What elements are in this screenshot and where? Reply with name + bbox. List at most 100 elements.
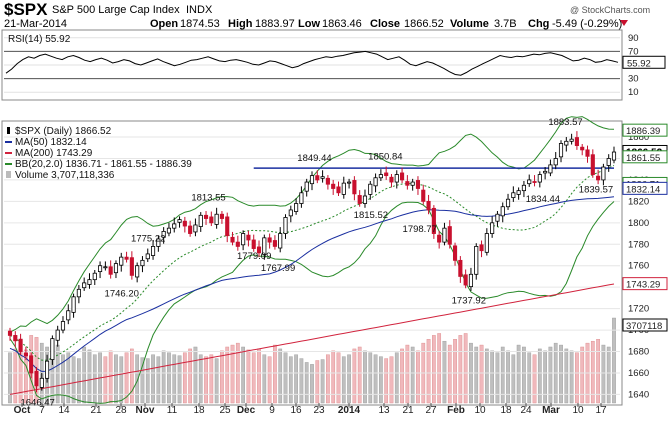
volume-bar xyxy=(431,335,436,404)
candle xyxy=(405,175,410,190)
price-annotation: 1646.47 xyxy=(20,397,54,408)
x-tick-label: 21 xyxy=(90,405,102,416)
volume-bar xyxy=(198,354,203,404)
candle xyxy=(230,231,235,246)
price-tick-label: 1680 xyxy=(628,347,649,358)
volume-bar xyxy=(331,350,336,404)
price-annotations: 1646.47 1746.20 1775.22 1813.55 1779.091767.… xyxy=(20,117,613,408)
volume-bar xyxy=(384,358,389,404)
volume-bar xyxy=(543,350,547,404)
price-annotation: 1813.55 xyxy=(191,192,225,203)
price-grid xyxy=(4,136,620,395)
candle xyxy=(431,205,436,239)
x-tick-label: 23 xyxy=(313,405,325,416)
candle xyxy=(92,270,97,286)
candle xyxy=(558,140,564,163)
volume-bar xyxy=(315,360,320,404)
candle xyxy=(389,174,394,188)
candle xyxy=(71,293,76,318)
volume-bar xyxy=(511,354,516,404)
candle xyxy=(246,230,251,247)
x-tick-label: Feb xyxy=(447,405,465,416)
volume-bar xyxy=(225,346,230,404)
volume-bar xyxy=(299,358,304,404)
low-label: Low xyxy=(298,18,320,30)
volume-bar xyxy=(241,346,245,404)
price-tag-text: 3707118 xyxy=(626,321,662,332)
candle xyxy=(347,178,352,189)
volume-bar xyxy=(230,344,235,404)
volume-value: 3.7B xyxy=(494,18,517,30)
volume-bar xyxy=(204,356,208,404)
volume-bar xyxy=(288,356,293,404)
candle xyxy=(193,218,198,237)
candle xyxy=(219,211,224,224)
candle xyxy=(452,242,458,266)
x-tick-label: 21 xyxy=(402,405,414,416)
volume-bar xyxy=(161,350,166,404)
volume-bar xyxy=(124,352,129,404)
candle xyxy=(336,181,341,197)
volume-bar xyxy=(373,354,378,404)
candle xyxy=(553,152,558,170)
candle xyxy=(203,211,209,225)
price-tag xyxy=(622,150,668,164)
price-tick-label: 1780 xyxy=(628,239,649,250)
volume-bar xyxy=(426,339,431,404)
volume-bar xyxy=(320,359,325,404)
candle xyxy=(145,248,150,262)
candle xyxy=(39,372,44,391)
volume-bar xyxy=(114,354,118,404)
volume-bar xyxy=(251,352,256,404)
time-axis: Oct 7 14 21 28 Nov 11 18 25 Dec 9 16 23 2014 13 21 27 Feb… xyxy=(14,403,607,416)
volume-bar xyxy=(500,346,505,404)
volume-bar xyxy=(495,352,500,404)
candle xyxy=(241,230,246,251)
volume-bar xyxy=(8,352,12,404)
candle xyxy=(288,205,293,223)
candle xyxy=(580,143,585,156)
candle xyxy=(505,193,511,210)
candle xyxy=(66,304,71,325)
price-tag-text: 1743.29 xyxy=(626,280,660,291)
candle xyxy=(172,217,177,233)
volume-bar xyxy=(304,362,309,404)
candle xyxy=(490,216,495,238)
volume-bar xyxy=(516,344,521,404)
candle xyxy=(299,186,304,208)
x-tick-label: 10 xyxy=(572,405,584,416)
candle xyxy=(357,190,362,207)
open-value: 1874.53 xyxy=(180,18,220,30)
candle xyxy=(150,239,156,260)
price-tag-text: 1886.39 xyxy=(626,126,660,137)
candle xyxy=(98,261,103,279)
legend-swatch xyxy=(7,127,10,134)
volume-bar xyxy=(267,356,272,404)
legend-label: MA(50) 1832.14 xyxy=(15,137,87,148)
x-tick-label: 27 xyxy=(425,405,437,416)
price-tag xyxy=(622,318,668,332)
volume-bar xyxy=(564,348,569,404)
candle xyxy=(177,216,182,228)
price-tag xyxy=(622,181,668,195)
x-tick-label: 24 xyxy=(520,405,532,416)
price-annotation: 1849.44 xyxy=(297,153,331,164)
candle xyxy=(214,207,219,229)
candle xyxy=(601,163,606,186)
candle xyxy=(182,216,187,233)
price-annotation: 1746.20 xyxy=(105,289,139,300)
legend-swatch xyxy=(6,171,11,178)
candle xyxy=(23,346,28,361)
volume-bar xyxy=(172,354,177,404)
price-tick-label: 1660 xyxy=(628,368,649,379)
candle xyxy=(82,277,87,291)
candle xyxy=(294,198,299,215)
candle xyxy=(378,169,383,181)
x-tick-label: Dec xyxy=(237,405,256,416)
volume-bar xyxy=(447,344,452,404)
candle xyxy=(76,285,81,304)
volume-bar xyxy=(532,354,537,404)
index-name: S&P 500 Large Cap Index xyxy=(52,4,180,16)
